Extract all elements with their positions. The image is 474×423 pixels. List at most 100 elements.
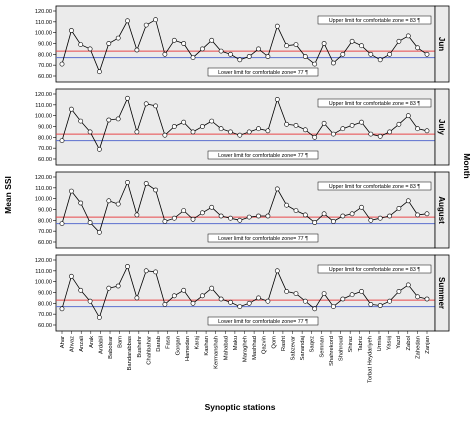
data-point — [59, 306, 65, 312]
data-point — [377, 133, 383, 139]
data-point — [405, 33, 411, 39]
x-axis-title: Synoptic stations — [205, 402, 276, 412]
station-label: Torbat Heydariyeh — [367, 336, 373, 383]
data-point — [78, 200, 84, 206]
data-point — [237, 304, 243, 309]
upper-limit-label: Upper limit for comfortable zone = 83 ¶ — [329, 267, 420, 273]
station-label: Arak — [89, 336, 95, 348]
data-point — [321, 41, 327, 46]
station-label: Zabol — [406, 336, 412, 351]
y-tick-label: 110.00 — [35, 20, 52, 26]
station-label: Sanandaj — [300, 336, 306, 361]
data-point — [368, 51, 374, 57]
data-point — [181, 208, 187, 213]
data-point — [115, 283, 121, 289]
strip — [434, 171, 450, 249]
data-point — [237, 132, 243, 138]
station-label: Mahabad — [223, 336, 229, 360]
data-point — [143, 22, 149, 28]
data-point — [293, 42, 299, 47]
data-point — [69, 188, 74, 194]
station-label: Tabriz — [358, 336, 364, 352]
station-label: Ahvaz — [70, 336, 76, 352]
panels: 60.00 70.00 80.00 90.00 100.00 110.00 120.00 Up… — [35, 5, 450, 332]
data-point — [87, 298, 93, 304]
data-point — [97, 229, 102, 235]
data-point — [387, 51, 392, 57]
data-point — [415, 212, 420, 218]
upper-limit-label: Upper limit for comfortable zone = 83 ¶ — [329, 184, 420, 190]
series-line — [61, 265, 428, 319]
upper-limit-box-frame — [317, 98, 432, 108]
strip-label: August — [437, 196, 446, 224]
y-tick-label: 70.00 — [38, 312, 52, 318]
station-label: Chahbahar — [146, 336, 152, 365]
data-point — [293, 291, 299, 296]
y-tick-label: 80.00 — [38, 52, 52, 58]
data-point — [349, 123, 355, 128]
data-point — [368, 131, 374, 137]
data-point — [190, 129, 196, 135]
station-label: Hamedan — [185, 336, 191, 361]
data-point — [321, 291, 327, 296]
data-point — [415, 294, 420, 300]
data-point — [246, 300, 252, 306]
station-label: Zanjan — [425, 336, 431, 354]
data-point — [396, 288, 402, 294]
data-point — [171, 37, 177, 43]
upper-limit-label: Upper limit for comfortable zone = 83 ¶ — [329, 18, 420, 24]
data-point — [153, 103, 158, 109]
station-labels: Ahar Ahvaz Anzali Arak Ardabil Babolsar Bam Ban… — [60, 331, 431, 383]
data-point — [199, 210, 205, 216]
panel-august: 60.00 70.00 80.00 90.00 100.00 110.00 120.00 Up… — [35, 171, 450, 249]
data-point — [78, 287, 84, 293]
y-tick-label: 90.00 — [38, 208, 52, 214]
data-point — [405, 198, 411, 204]
data-point — [125, 18, 130, 24]
data-point — [69, 273, 74, 279]
series-line — [61, 181, 428, 234]
lower-limit-label: Lower limit for comfortable zone= 77 ¶ — [218, 153, 308, 159]
data-point — [284, 202, 289, 208]
station-label: Maku — [233, 336, 239, 350]
data-point — [228, 299, 233, 305]
station-label: Bam — [118, 336, 124, 348]
data-point — [293, 123, 299, 128]
data-point — [171, 293, 177, 299]
y-tick-label: 100.00 — [35, 114, 52, 120]
lower-limit-box: Lower limit for comfortable zone= 77 ¶ — [207, 150, 319, 160]
data-point — [359, 288, 364, 294]
upper-limit-box: Upper limit for comfortable zone = 83 ¶ — [317, 181, 432, 191]
data-point — [218, 48, 224, 54]
data-point — [396, 121, 402, 127]
data-point — [190, 216, 196, 222]
data-point — [115, 116, 121, 122]
data-point — [199, 293, 205, 299]
station-label: Maragheh — [243, 336, 249, 362]
station-label: Babolsar — [108, 336, 114, 359]
data-point — [209, 118, 215, 124]
y-tick-label: 60.00 — [38, 74, 52, 80]
series-line — [61, 97, 428, 151]
station-label: Yasuj — [387, 336, 393, 350]
data-point — [284, 121, 289, 127]
data-point — [377, 215, 383, 221]
data-point — [312, 134, 318, 140]
data-point — [209, 37, 215, 43]
data-point — [153, 17, 158, 23]
data-point — [387, 129, 392, 135]
data-point — [424, 296, 430, 302]
data-point — [274, 23, 280, 29]
data-point — [312, 61, 318, 67]
strip — [434, 5, 450, 83]
data-point — [330, 60, 336, 66]
lower-limit-box-frame — [207, 316, 319, 326]
data-point — [349, 211, 355, 217]
data-point — [78, 42, 84, 47]
data-point — [162, 218, 168, 224]
data-point — [125, 179, 130, 185]
data-point — [115, 35, 121, 41]
data-point — [256, 46, 261, 52]
upper-limit-box-frame — [317, 15, 432, 25]
y-tick-label: 70.00 — [38, 229, 52, 235]
